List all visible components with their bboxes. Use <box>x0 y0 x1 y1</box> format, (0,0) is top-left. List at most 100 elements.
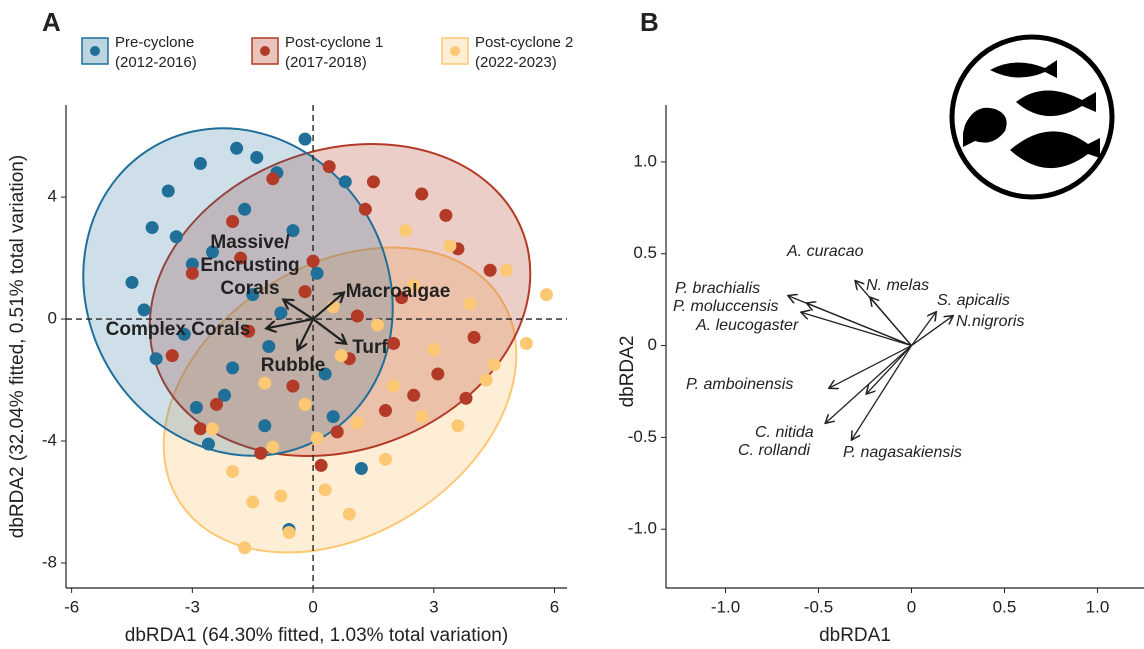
fish-icon <box>949 34 1115 200</box>
point <box>415 410 429 424</box>
legend-label: (2022-2023) <box>475 54 557 71</box>
y-tick-label: -4 <box>42 431 57 450</box>
point <box>379 404 393 418</box>
point <box>145 221 159 235</box>
vector <box>911 316 953 347</box>
ellipses <box>82 127 532 554</box>
vector <box>312 293 343 320</box>
point <box>185 266 199 280</box>
point <box>379 452 393 466</box>
vector-label: Macroalgae <box>346 281 451 302</box>
point <box>298 285 312 299</box>
point <box>330 425 344 439</box>
point <box>459 391 473 405</box>
y-tick-label: -0.5 <box>628 427 657 446</box>
x-tick-label: -1.0 <box>711 597 740 616</box>
point <box>314 458 328 472</box>
y-axis-label: dbRDA2 (32.04% fitted, 0.51% total varia… <box>7 155 28 538</box>
point <box>306 254 320 268</box>
vector-label: P. moluccensis <box>673 298 779 315</box>
point <box>487 358 501 372</box>
point <box>185 257 199 271</box>
point <box>342 507 356 521</box>
point <box>354 461 368 475</box>
point <box>431 367 445 381</box>
y-tick-label: 0 <box>48 309 57 328</box>
point <box>193 422 207 436</box>
point <box>370 318 384 332</box>
point <box>366 175 380 189</box>
vector-label: N.nigroris <box>956 313 1024 330</box>
panel-letter: A <box>42 7 61 37</box>
vector <box>807 303 912 347</box>
vector <box>871 298 913 347</box>
point <box>286 379 300 393</box>
point <box>387 336 401 350</box>
legend-label: (2017-2018) <box>285 54 367 71</box>
legend-marker <box>90 46 100 56</box>
point <box>322 160 336 174</box>
point <box>499 263 513 277</box>
point <box>242 324 256 338</box>
point <box>262 340 276 353</box>
point <box>318 483 332 497</box>
point <box>483 263 497 277</box>
legend-label: Pre-cyclone <box>115 34 194 51</box>
vector <box>867 345 912 394</box>
vector <box>826 345 912 423</box>
point <box>161 184 175 198</box>
x-tick-label: 0 <box>308 597 317 616</box>
point <box>210 397 224 411</box>
y-tick-label: 0 <box>648 335 657 354</box>
point <box>165 349 179 363</box>
point <box>258 376 272 390</box>
point <box>407 388 421 402</box>
vector-label: P. brachialis <box>675 280 760 297</box>
point <box>169 230 183 244</box>
legend-label: Post-cyclone 2 <box>475 34 573 51</box>
legend-label: Post-cyclone 1 <box>285 34 383 51</box>
legend-marker <box>450 46 460 56</box>
point <box>149 352 163 366</box>
legend-swatch <box>251 37 279 65</box>
point <box>519 336 533 350</box>
point <box>358 202 372 216</box>
point <box>326 410 340 424</box>
point <box>286 224 300 238</box>
point <box>266 172 280 186</box>
legend-marker <box>260 46 270 56</box>
x-tick-label: 3 <box>429 597 438 616</box>
x-tick-label: 1.0 <box>1086 597 1110 616</box>
point <box>238 202 252 216</box>
point <box>258 419 272 433</box>
point <box>254 446 268 460</box>
vector <box>267 317 314 328</box>
point <box>350 309 364 323</box>
point <box>479 373 493 387</box>
x-tick-label: 0 <box>907 597 916 616</box>
vector <box>284 300 314 320</box>
point <box>274 306 288 320</box>
vector <box>312 318 345 343</box>
vector-label: Turf <box>352 337 388 358</box>
point <box>415 187 429 201</box>
x-axis-label: dbRDA1 <box>819 625 891 646</box>
y-tick-label: -1.0 <box>628 519 657 538</box>
x-tick-label: -0.5 <box>804 597 833 616</box>
point <box>238 541 252 555</box>
vector <box>830 345 912 388</box>
point <box>246 288 260 302</box>
vector <box>910 313 936 346</box>
vector <box>852 345 913 440</box>
legend-label: (2012-2016) <box>115 54 197 71</box>
x-tick-label: 0.5 <box>993 597 1017 616</box>
x-tick-label: -3 <box>185 597 200 616</box>
point <box>201 437 215 451</box>
vector-label: C. nitida <box>755 424 814 441</box>
point <box>318 367 332 381</box>
point <box>205 422 219 436</box>
x-axis-label: dbRDA1 (64.30% fitted, 1.03% total varia… <box>125 625 508 646</box>
vector-label: N. melas <box>866 277 929 294</box>
y-tick-label: -8 <box>42 552 57 571</box>
vector-label: A. curacao <box>786 243 864 260</box>
